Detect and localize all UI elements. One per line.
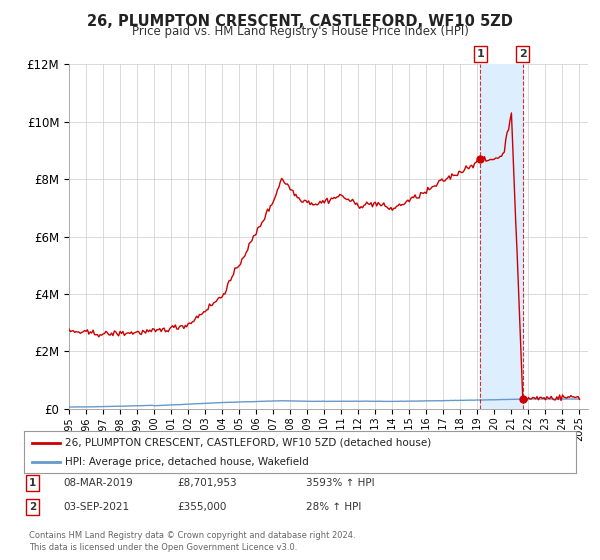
Text: 28% ↑ HPI: 28% ↑ HPI xyxy=(306,502,361,512)
Text: 1: 1 xyxy=(476,49,484,59)
Text: 26, PLUMPTON CRESCENT, CASTLEFORD, WF10 5ZD (detached house): 26, PLUMPTON CRESCENT, CASTLEFORD, WF10 … xyxy=(65,437,431,447)
Text: Contains HM Land Registry data © Crown copyright and database right 2024.
This d: Contains HM Land Registry data © Crown c… xyxy=(29,531,355,552)
Bar xyxy=(481,64,523,409)
Text: 2: 2 xyxy=(519,49,527,59)
Text: 1: 1 xyxy=(29,478,36,488)
Text: 2: 2 xyxy=(29,502,36,512)
Text: £8,701,953: £8,701,953 xyxy=(177,478,236,488)
Text: HPI: Average price, detached house, Wakefield: HPI: Average price, detached house, Wake… xyxy=(65,457,309,467)
Text: 03-SEP-2021: 03-SEP-2021 xyxy=(63,502,129,512)
Text: 3593% ↑ HPI: 3593% ↑ HPI xyxy=(306,478,374,488)
Text: £355,000: £355,000 xyxy=(177,502,226,512)
Text: Price paid vs. HM Land Registry's House Price Index (HPI): Price paid vs. HM Land Registry's House … xyxy=(131,25,469,38)
Text: 08-MAR-2019: 08-MAR-2019 xyxy=(63,478,133,488)
Text: 26, PLUMPTON CRESCENT, CASTLEFORD, WF10 5ZD: 26, PLUMPTON CRESCENT, CASTLEFORD, WF10 … xyxy=(87,14,513,29)
